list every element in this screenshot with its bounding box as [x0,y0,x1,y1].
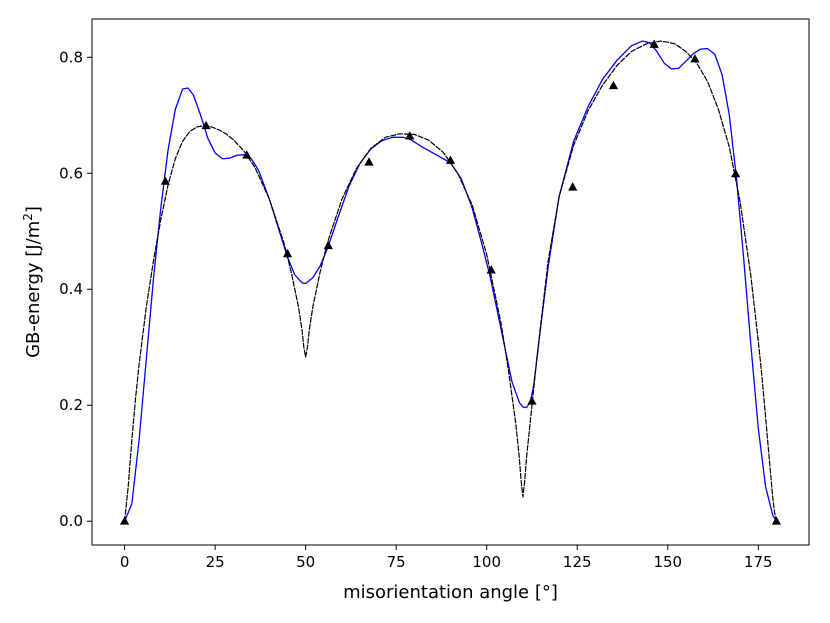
x-tick-label: 175 [744,553,773,571]
y-tick-label: 0.6 [59,164,83,182]
data-point-marker [323,240,333,250]
data-point-marker [119,516,130,525]
data-point-marker [731,168,741,178]
x-tick-label: 0 [120,553,130,571]
data-point-marker [160,176,170,185]
y-axis-ticks: 0.0 0.2 0.4 0.6 0.8 [59,48,92,530]
x-tick-label: 75 [387,553,406,571]
data-point-marker [405,131,415,140]
x-tick-label: 25 [206,553,225,571]
data-point-marker [690,54,700,63]
data-point-marker [568,182,578,191]
x-tick-label: 100 [472,553,501,571]
series-line-dashed [123,40,778,522]
data-point-marker [282,248,293,258]
data-point-marker [486,265,496,274]
plot-series [119,39,782,525]
x-axis-label: misorientation angle [°] [343,582,558,603]
y-tick-label: 0.4 [59,280,83,298]
y-axis-label-sup: 2 [21,213,35,221]
y-tick-label: 0.2 [59,396,83,414]
data-point-marker [649,39,659,48]
x-axis-ticks: 0 25 50 75 100 125 150 175 [120,545,773,571]
data-point-marker [608,80,619,90]
x-tick-label: 150 [653,553,682,571]
data-point-marker [242,150,252,159]
y-axis-label: GB-energy [J/m2] [21,206,44,358]
data-point-marker [201,120,211,130]
data-point-marker [527,396,537,405]
plot-frame [91,18,810,546]
data-point-marker [364,157,374,166]
y-axis-label-prefix: GB-energy [J/m [23,221,44,358]
y-axis-label-suffix: ] [23,206,44,213]
data-point-marker [445,155,456,164]
x-tick-label: 125 [563,553,592,571]
x-tick-label: 50 [296,553,315,571]
y-tick-label: 0.0 [59,512,83,530]
y-tick-label: 0.8 [59,48,83,66]
data-point-marker [771,516,782,525]
